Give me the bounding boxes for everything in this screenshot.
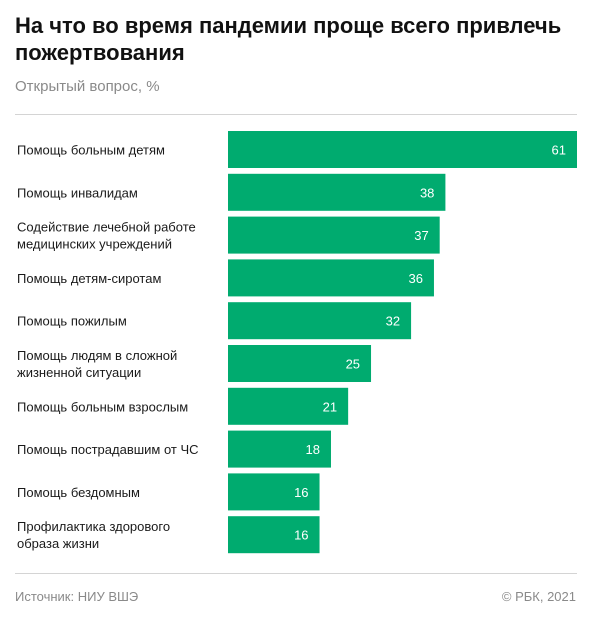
bar-9 [228, 516, 320, 554]
chart-title: На что во время пандемии проще всего при… [15, 13, 562, 65]
category-label-9-line-0: Профилактика здорового [17, 519, 170, 534]
bar-value-label-3: 36 [408, 271, 422, 286]
bar-3 [228, 259, 434, 297]
source-note: Источник: НИУ ВШЭ [15, 589, 139, 604]
bar-value-label-8: 16 [294, 485, 308, 500]
category-label-3: Помощь детям-сиротам [17, 271, 161, 286]
top-divider [15, 114, 577, 115]
bar-value-label-1: 38 [420, 185, 434, 200]
bar-6 [228, 387, 349, 425]
category-label-7: Помощь пострадавшим от ЧС [17, 442, 199, 457]
bar-2 [228, 216, 440, 254]
category-label-0: Помощь больным детям [17, 143, 165, 158]
category-label-2-line-1: медицинских учреждений [17, 237, 172, 252]
bar-1 [228, 173, 446, 211]
copyright-note: © РБК, 2021 [501, 589, 576, 604]
category-label-5-line-0: Помощь людям в сложной [17, 348, 177, 363]
bar-value-label-4: 32 [386, 314, 400, 329]
bar-4 [228, 302, 412, 340]
category-label-9-line-1: образа жизни [17, 536, 99, 551]
bar-5 [228, 345, 372, 382]
bar-value-label-0: 61 [552, 143, 566, 158]
bar-value-label-2: 37 [414, 228, 428, 243]
bar-value-label-9: 16 [294, 528, 308, 543]
category-label-2-line-0: Содействие лечебной работе [17, 220, 196, 235]
bar-0 [228, 131, 577, 168]
chart-subtitle: Открытый вопрос, % [15, 78, 160, 95]
bar-value-label-5: 25 [346, 357, 360, 372]
bar-8 [228, 473, 320, 511]
bar-value-label-6: 21 [323, 399, 337, 414]
category-label-8: Помощь бездомным [17, 485, 140, 500]
bar-value-label-7: 18 [306, 442, 320, 457]
bottom-divider [15, 573, 577, 574]
category-label-6: Помощь больным взрослым [17, 399, 188, 414]
bar-7 [228, 430, 331, 468]
category-label-4: Помощь пожилым [17, 314, 127, 329]
category-label-1: Помощь инвалидам [17, 185, 138, 200]
category-label-5-line-1: жизненной ситуации [17, 365, 141, 380]
